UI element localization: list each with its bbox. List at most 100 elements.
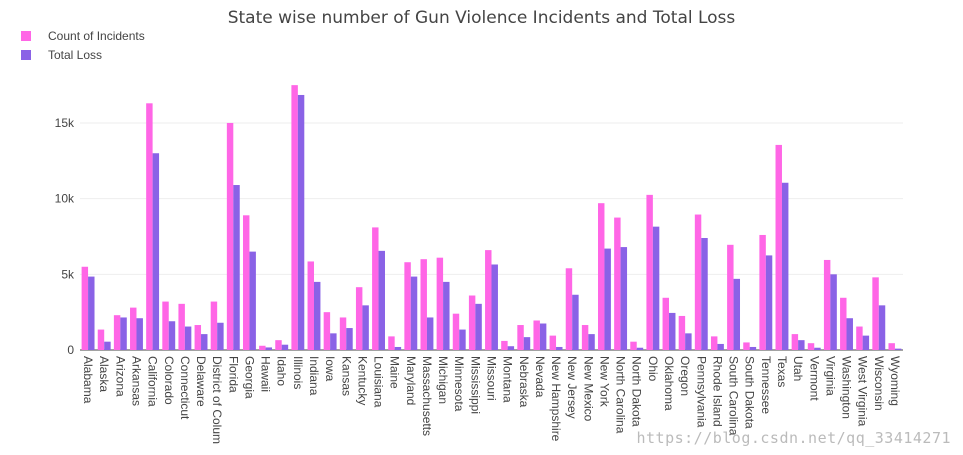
bar-loss[interactable] bbox=[475, 303, 482, 350]
bar-count[interactable] bbox=[646, 194, 653, 350]
bar-count[interactable] bbox=[549, 335, 557, 350]
bar-count[interactable] bbox=[517, 325, 524, 350]
bar-loss[interactable] bbox=[330, 333, 337, 350]
bar-count[interactable] bbox=[485, 250, 492, 350]
bar-count[interactable] bbox=[468, 295, 476, 350]
bar-count[interactable] bbox=[242, 215, 250, 350]
bar-count[interactable] bbox=[162, 301, 169, 350]
bar-count[interactable] bbox=[388, 336, 395, 350]
bar-count[interactable] bbox=[436, 257, 444, 350]
bar-loss[interactable] bbox=[539, 323, 547, 350]
bar-loss[interactable] bbox=[781, 182, 789, 350]
bar-count[interactable] bbox=[81, 266, 89, 350]
bar-loss[interactable] bbox=[346, 328, 353, 350]
bar-count[interactable] bbox=[823, 259, 831, 350]
bar-loss[interactable] bbox=[701, 238, 708, 350]
bar-count[interactable] bbox=[452, 313, 460, 350]
bar-loss[interactable] bbox=[814, 347, 821, 350]
bar-loss[interactable] bbox=[88, 276, 95, 350]
bar-count[interactable] bbox=[694, 214, 702, 350]
bar-count[interactable] bbox=[678, 315, 686, 350]
bar-count[interactable] bbox=[178, 303, 185, 350]
bar-count[interactable] bbox=[113, 315, 121, 350]
bar-loss[interactable] bbox=[830, 274, 837, 350]
bar-count[interactable] bbox=[581, 325, 589, 350]
bar-loss[interactable] bbox=[604, 248, 611, 350]
bar-count[interactable] bbox=[630, 341, 637, 350]
bar-loss[interactable] bbox=[717, 343, 724, 350]
bar-count[interactable] bbox=[323, 312, 331, 350]
bar-count[interactable] bbox=[275, 340, 282, 350]
bar-loss[interactable] bbox=[313, 281, 321, 350]
bar-loss[interactable] bbox=[733, 278, 741, 350]
legend-item-loss[interactable]: Total Loss bbox=[21, 45, 145, 64]
bar-count[interactable] bbox=[226, 122, 234, 350]
bar-count[interactable] bbox=[888, 343, 895, 350]
bar-count[interactable] bbox=[291, 85, 298, 350]
bar-loss[interactable] bbox=[523, 337, 531, 350]
bar-loss[interactable] bbox=[572, 294, 579, 350]
bar-loss[interactable] bbox=[894, 348, 902, 350]
bar-loss[interactable] bbox=[426, 317, 434, 350]
bar-loss[interactable] bbox=[410, 276, 418, 350]
bar-loss[interactable] bbox=[394, 346, 402, 350]
bar-loss[interactable] bbox=[281, 344, 289, 350]
bar-count[interactable] bbox=[662, 297, 669, 350]
bar-loss[interactable] bbox=[862, 335, 870, 350]
bar-count[interactable] bbox=[807, 343, 815, 350]
bar-count[interactable] bbox=[727, 244, 734, 350]
bar-loss[interactable] bbox=[765, 255, 773, 350]
bar-loss[interactable] bbox=[249, 251, 256, 350]
bar-count[interactable] bbox=[614, 217, 621, 350]
bar-loss[interactable] bbox=[556, 346, 563, 350]
bar-loss[interactable] bbox=[588, 334, 595, 350]
bar-loss[interactable] bbox=[217, 322, 224, 350]
bar-count[interactable] bbox=[710, 336, 718, 350]
bar-loss[interactable] bbox=[443, 281, 450, 350]
bar-loss[interactable] bbox=[620, 247, 628, 350]
bar-loss[interactable] bbox=[136, 318, 143, 350]
bar-count[interactable] bbox=[259, 345, 266, 350]
bar-count[interactable] bbox=[97, 329, 105, 350]
bar-loss[interactable] bbox=[749, 346, 757, 350]
bar-count[interactable] bbox=[420, 259, 427, 350]
bar-count[interactable] bbox=[565, 268, 573, 350]
bar-count[interactable] bbox=[759, 234, 766, 350]
bar-loss[interactable] bbox=[669, 312, 676, 350]
bar-count[interactable] bbox=[194, 325, 202, 350]
bar-loss[interactable] bbox=[168, 321, 176, 350]
bar-count[interactable] bbox=[404, 262, 411, 350]
bar-loss[interactable] bbox=[491, 264, 498, 350]
bar-loss[interactable] bbox=[636, 347, 644, 350]
bar-count[interactable] bbox=[210, 301, 218, 350]
bar-loss[interactable] bbox=[685, 333, 692, 350]
bar-loss[interactable] bbox=[459, 329, 466, 350]
bar-count[interactable] bbox=[339, 317, 347, 350]
bar-loss[interactable] bbox=[265, 347, 273, 350]
bar-loss[interactable] bbox=[846, 318, 853, 350]
bar-count[interactable] bbox=[533, 320, 540, 350]
bar-loss[interactable] bbox=[652, 226, 660, 350]
bar-count[interactable] bbox=[872, 277, 879, 350]
legend-item-count[interactable]: Count of Incidents bbox=[21, 26, 145, 45]
bar-count[interactable] bbox=[775, 144, 782, 350]
bar-loss[interactable] bbox=[798, 340, 805, 350]
bar-loss[interactable] bbox=[378, 250, 385, 350]
bar-count[interactable] bbox=[743, 342, 750, 350]
bar-loss[interactable] bbox=[104, 341, 111, 350]
bar-count[interactable] bbox=[130, 307, 137, 350]
bar-loss[interactable] bbox=[878, 305, 886, 350]
bar-count[interactable] bbox=[840, 297, 847, 350]
bar-loss[interactable] bbox=[152, 153, 160, 350]
bar-loss[interactable] bbox=[507, 346, 515, 350]
bar-count[interactable] bbox=[791, 334, 799, 350]
bar-loss[interactable] bbox=[201, 334, 208, 350]
bar-count[interactable] bbox=[146, 103, 153, 350]
bar-loss[interactable] bbox=[120, 317, 127, 350]
bar-count[interactable] bbox=[372, 227, 379, 350]
bar-count[interactable] bbox=[598, 203, 605, 350]
bar-count[interactable] bbox=[355, 287, 363, 350]
bar-count[interactable] bbox=[307, 261, 314, 350]
bar-count[interactable] bbox=[856, 326, 863, 350]
bar-loss[interactable] bbox=[362, 305, 369, 350]
